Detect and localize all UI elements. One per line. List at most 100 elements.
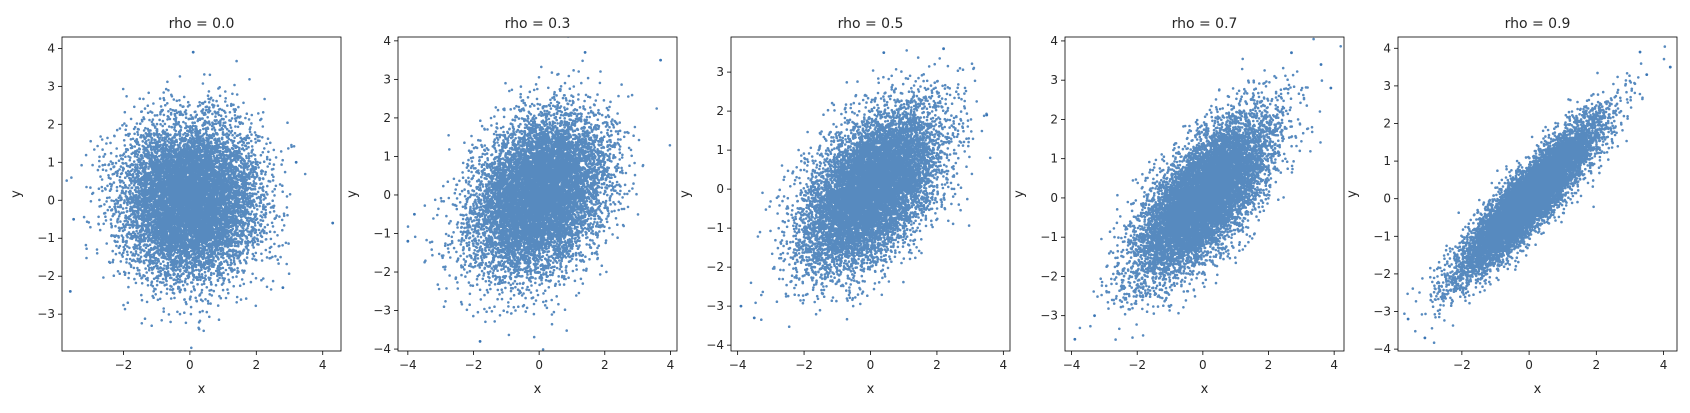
y-tick-label: −3 [373, 304, 391, 318]
y-tick-label: −4 [1373, 342, 1391, 356]
y-tick-label: 3 [383, 72, 391, 86]
scatter-point [659, 59, 662, 62]
scatter-point [753, 316, 756, 319]
x-tick-label: 2 [933, 358, 941, 372]
y-tick-label: −4 [373, 342, 391, 356]
panel-title: rho = 0.9 [1505, 16, 1571, 32]
scatter-point [1423, 336, 1426, 339]
y-tick-label: −2 [373, 265, 391, 279]
y-tick-label: 2 [47, 117, 55, 131]
scatter-point [1669, 66, 1672, 69]
x-tick-label: 0 [535, 358, 543, 372]
panel-title: rho = 0.3 [505, 16, 571, 32]
x-axis-label: x [1201, 382, 1209, 397]
y-tick-label: 0 [383, 188, 391, 202]
x-tick-label: −2 [1128, 358, 1146, 372]
y-tick-label: 4 [1383, 41, 1391, 55]
y-tick-label: −1 [37, 231, 55, 245]
scatter-points [65, 51, 334, 349]
panel-title: rho = 0.5 [838, 16, 904, 32]
x-tick-label: 2 [1265, 358, 1273, 372]
y-axis-label: y [678, 190, 693, 198]
scatter-point [740, 305, 743, 308]
scatter-dots [750, 0, 992, 328]
y-tick-label: 1 [383, 149, 391, 163]
scatter-dots [393, 35, 671, 351]
y-tick-label: 4 [383, 34, 391, 48]
scatter-point [281, 286, 284, 289]
y-tick-label: 4 [47, 41, 55, 55]
scatter-point [942, 47, 945, 50]
y-tick-label: 0 [47, 193, 55, 207]
x-tick-label: −2 [795, 358, 813, 372]
scatter-point [479, 340, 482, 343]
y-tick-label: −3 [1040, 309, 1058, 323]
y-tick-label: −2 [37, 269, 55, 283]
y-tick-label: 2 [383, 111, 391, 125]
x-tick-label: 4 [667, 358, 675, 372]
x-tick-label: −2 [115, 358, 133, 372]
y-tick-label: 0 [1050, 191, 1058, 205]
y-axis-label: y [1345, 190, 1360, 198]
scatter-points [1403, 45, 1672, 344]
x-tick-label: 4 [319, 358, 327, 372]
panel-title: rho = 0.7 [1172, 16, 1238, 32]
scatter-point [72, 218, 75, 221]
scatter-point [1645, 73, 1648, 76]
y-tick-label: 1 [1383, 154, 1391, 168]
x-tick-label: −2 [465, 358, 483, 372]
y-tick-label: −1 [1040, 230, 1058, 244]
y-tick-label: 4 [1050, 34, 1058, 48]
scatter-point [331, 222, 334, 225]
scatter-points [1073, 25, 1342, 363]
y-tick-label: 2 [1050, 112, 1058, 126]
scatter-points [393, 35, 671, 351]
scatter-point [295, 161, 298, 164]
scatter-point [1329, 87, 1332, 90]
panel-title: rho = 0.0 [169, 16, 235, 32]
scatter-points [740, 0, 992, 328]
y-tick-label: 2 [1383, 116, 1391, 130]
y-tick-label: 3 [1383, 79, 1391, 93]
scatter-point [1639, 51, 1642, 54]
y-tick-label: 3 [1050, 73, 1058, 87]
y-tick-label: 1 [716, 143, 724, 157]
scatter-point [1290, 51, 1293, 54]
y-tick-label: 1 [1050, 152, 1058, 166]
x-tick-label: −4 [399, 358, 417, 372]
x-tick-label: 0 [867, 358, 875, 372]
y-tick-label: −3 [37, 307, 55, 321]
x-tick-label: −4 [729, 358, 747, 372]
scatter-point [192, 51, 195, 54]
scatter-point [1073, 338, 1076, 341]
y-tick-label: 1 [47, 155, 55, 169]
x-axis-label: x [867, 382, 875, 397]
y-tick-label: 3 [716, 65, 724, 79]
y-tick-label: −1 [1373, 229, 1391, 243]
x-tick-label: 2 [1593, 358, 1601, 372]
scatter-dots [1403, 45, 1666, 344]
x-tick-label: 4 [1330, 358, 1338, 372]
x-tick-label: 4 [1000, 358, 1008, 372]
scatter-point [882, 51, 885, 54]
scatter-point [1320, 63, 1323, 66]
y-tick-label: −2 [1040, 269, 1058, 283]
scatter-dots [65, 60, 306, 349]
x-axis-label: x [534, 382, 542, 397]
y-tick-label: −3 [706, 299, 724, 313]
scatter-point [584, 51, 587, 54]
y-tick-label: −3 [1373, 305, 1391, 319]
scatter-point [1093, 314, 1096, 317]
y-tick-label: −4 [706, 338, 724, 352]
scatter-point [1407, 318, 1410, 321]
x-axis-label: x [1534, 382, 1542, 397]
y-tick-label: 0 [1383, 192, 1391, 206]
y-axis-label: y [345, 190, 360, 198]
scatter-point [406, 240, 409, 243]
x-tick-label: 0 [186, 358, 194, 372]
